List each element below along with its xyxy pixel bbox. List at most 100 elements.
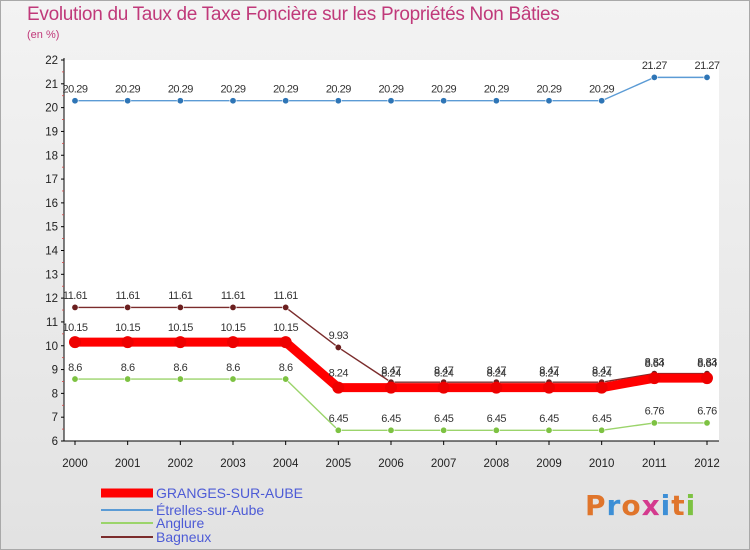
data-point-etrelles-sur-aube bbox=[598, 97, 606, 105]
data-point-bagneux bbox=[124, 303, 132, 311]
data-point-anglure bbox=[334, 426, 342, 434]
y-tick-label: 11 bbox=[46, 317, 58, 329]
data-label-granges-sur-aube: 8.24 bbox=[329, 368, 349, 380]
logo-letter: r bbox=[606, 489, 622, 522]
data-label-bagneux: 11.61 bbox=[63, 290, 88, 302]
legend-label-etrelles: Étrelles-sur-Aube bbox=[156, 502, 265, 518]
data-label-anglure: 8.6 bbox=[173, 362, 187, 374]
data-point-etrelles-sur-aube bbox=[124, 97, 132, 105]
x-tick-label: 2012 bbox=[694, 458, 720, 470]
data-label-bagneux: 11.61 bbox=[221, 290, 246, 302]
x-tick-label: 2008 bbox=[484, 458, 510, 470]
data-point-granges-sur-aube bbox=[437, 381, 450, 394]
logo-letter: o bbox=[621, 489, 642, 522]
x-tick-label: 2006 bbox=[378, 458, 404, 470]
logo-letter: P bbox=[585, 489, 607, 522]
data-label-bagneux: 9.93 bbox=[329, 330, 349, 342]
data-point-anglure bbox=[440, 426, 448, 434]
data-label-anglure: 6.45 bbox=[329, 413, 349, 425]
data-label-granges-sur-aube: 10.15 bbox=[115, 322, 140, 334]
legend-label-granges: GRANGES-SUR-AUBE bbox=[156, 485, 304, 501]
y-tick-label: 13 bbox=[45, 269, 58, 281]
data-label-bagneux: 8.47 bbox=[381, 365, 401, 377]
data-label-etrelles-sur-aube: 20.29 bbox=[431, 84, 456, 96]
data-point-granges-sur-aube bbox=[648, 372, 661, 385]
x-tick-label: 2009 bbox=[536, 458, 562, 470]
data-point-etrelles-sur-aube bbox=[176, 97, 184, 105]
data-label-bagneux: 11.61 bbox=[274, 290, 299, 302]
data-point-granges-sur-aube bbox=[227, 336, 239, 349]
data-label-etrelles-sur-aube: 21.27 bbox=[694, 60, 719, 72]
data-label-granges-sur-aube: 8.24 bbox=[381, 368, 401, 380]
data-label-anglure: 6.45 bbox=[539, 413, 559, 425]
data-point-granges-sur-aube bbox=[69, 336, 81, 349]
data-label-anglure: 6.45 bbox=[487, 413, 507, 425]
y-tick-label: 18 bbox=[45, 150, 58, 162]
y-tick-label: 22 bbox=[45, 55, 58, 67]
x-tick-label: 2011 bbox=[642, 458, 667, 470]
data-label-bagneux: 8.83 bbox=[697, 356, 717, 368]
data-label-bagneux: 8.47 bbox=[434, 365, 454, 377]
logo-letter: x bbox=[641, 489, 661, 522]
data-point-bagneux bbox=[282, 303, 290, 311]
data-point-granges-sur-aube bbox=[121, 336, 134, 349]
data-point-etrelles-sur-aube bbox=[492, 97, 500, 105]
data-label-anglure: 8.6 bbox=[68, 362, 82, 374]
data-label-etrelles-sur-aube: 21.27 bbox=[642, 60, 667, 72]
data-point-etrelles-sur-aube bbox=[440, 97, 448, 105]
data-label-anglure: 6.76 bbox=[697, 406, 717, 418]
x-tick-label: 2002 bbox=[168, 458, 194, 470]
data-point-anglure bbox=[176, 375, 184, 383]
data-label-granges-sur-aube: 8.24 bbox=[539, 368, 559, 380]
data-label-anglure: 8.6 bbox=[226, 362, 240, 374]
data-label-etrelles-sur-aube: 20.29 bbox=[536, 84, 561, 96]
data-point-anglure bbox=[229, 375, 237, 383]
data-label-bagneux: 8.47 bbox=[487, 365, 507, 377]
data-label-etrelles-sur-aube: 20.29 bbox=[168, 84, 193, 96]
data-point-anglure bbox=[703, 419, 711, 427]
logo-letter: i bbox=[685, 489, 697, 522]
x-tick-label: 2000 bbox=[62, 458, 88, 470]
data-label-etrelles-sur-aube: 20.29 bbox=[378, 84, 403, 96]
plot-area bbox=[64, 60, 719, 441]
logo-letter: i bbox=[660, 489, 672, 522]
data-label-granges-sur-aube: 10.15 bbox=[273, 322, 298, 334]
data-point-granges-sur-aube bbox=[174, 336, 187, 349]
data-point-granges-sur-aube bbox=[332, 381, 345, 394]
y-tick-label: 14 bbox=[45, 246, 58, 258]
data-point-etrelles-sur-aube bbox=[334, 97, 342, 105]
data-point-etrelles-sur-aube bbox=[703, 73, 711, 81]
data-point-anglure bbox=[282, 375, 290, 383]
data-point-anglure bbox=[387, 426, 395, 434]
y-tick-label: 20 bbox=[45, 103, 58, 115]
data-point-granges-sur-aube bbox=[279, 336, 292, 349]
data-label-anglure: 8.6 bbox=[279, 362, 293, 374]
data-label-etrelles-sur-aube: 20.29 bbox=[115, 84, 140, 96]
data-label-granges-sur-aube: 10.15 bbox=[62, 322, 87, 334]
data-point-granges-sur-aube bbox=[701, 372, 713, 385]
data-point-anglure bbox=[598, 426, 606, 434]
data-label-bagneux: 11.61 bbox=[116, 290, 141, 302]
data-label-granges-sur-aube: 10.15 bbox=[168, 322, 193, 334]
x-tick-label: 2005 bbox=[326, 458, 352, 470]
data-label-granges-sur-aube: 8.24 bbox=[434, 368, 454, 380]
data-point-granges-sur-aube bbox=[385, 381, 397, 394]
x-tick-label: 2010 bbox=[589, 458, 615, 470]
legend-label-anglure: Anglure bbox=[156, 515, 205, 531]
y-tick-label: 6 bbox=[52, 436, 58, 448]
data-label-anglure: 6.45 bbox=[434, 413, 454, 425]
legend-label-bagneux: Bagneux bbox=[156, 529, 212, 545]
y-tick-label: 21 bbox=[45, 79, 58, 91]
data-point-etrelles-sur-aube bbox=[387, 97, 395, 105]
data-point-anglure bbox=[545, 426, 553, 434]
data-label-etrelles-sur-aube: 20.29 bbox=[62, 84, 87, 96]
y-tick-label: 10 bbox=[45, 341, 58, 353]
y-tick-label: 7 bbox=[52, 412, 58, 424]
data-point-anglure bbox=[124, 375, 132, 383]
data-point-etrelles-sur-aube bbox=[229, 97, 237, 105]
y-tick-label: 8 bbox=[52, 388, 58, 400]
data-point-anglure bbox=[71, 375, 79, 383]
data-point-bagneux bbox=[71, 303, 79, 311]
data-point-etrelles-sur-aube bbox=[545, 97, 553, 105]
